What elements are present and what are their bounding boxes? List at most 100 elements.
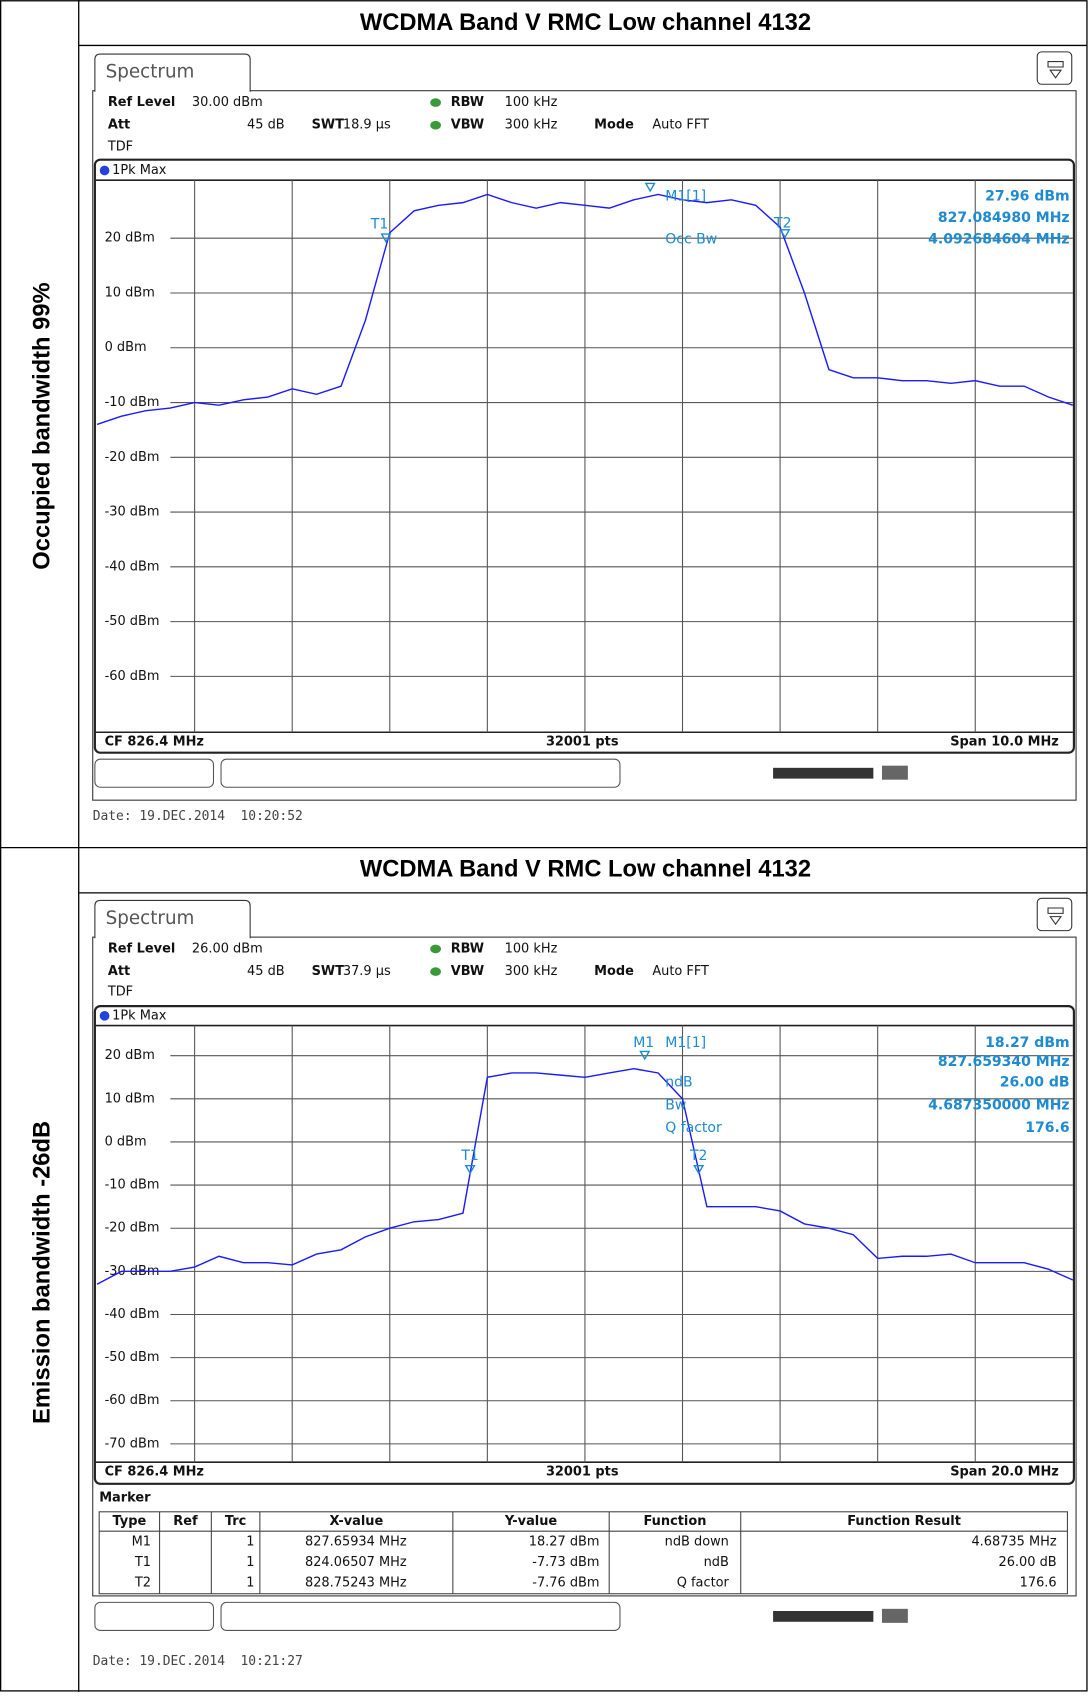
- table-frame: [98, 1511, 1068, 1595]
- vbw: 300 kHz: [505, 964, 558, 979]
- trace: [96, 193, 1074, 426]
- marker-result: 27.96 dBm: [985, 188, 1069, 204]
- table-cell: 26.00 dB: [998, 1555, 1056, 1570]
- table-cell: Q factor: [677, 1575, 730, 1590]
- y-tick-label: 0 dBm: [105, 340, 147, 355]
- table-cell: ndB: [704, 1555, 729, 1570]
- y-tick-label: -60 dBm: [105, 669, 160, 684]
- vbw-label: VBW: [451, 118, 484, 133]
- ref-level: 30.00 dBm: [192, 95, 263, 110]
- table-cell: 827.65934 MHz: [305, 1534, 407, 1549]
- marker-result: 4.687350000 MHz: [928, 1097, 1069, 1113]
- att-label: Att: [108, 118, 130, 133]
- status-dot: [430, 944, 441, 954]
- table-header: Ref: [173, 1514, 198, 1529]
- menu-icon: [1036, 51, 1073, 85]
- tab-label: Spectrum: [106, 61, 195, 82]
- menu-icon-glyph: [1047, 61, 1064, 79]
- swt: 37.9 µs: [343, 964, 391, 979]
- y-tick-label: 10 dBm: [105, 285, 155, 300]
- status-dot: [430, 120, 441, 130]
- table-cell: T1: [134, 1555, 151, 1570]
- table-header: Trc: [225, 1514, 246, 1529]
- rbw: 100 kHz: [505, 95, 558, 110]
- trace-label: 1Pk Max: [112, 163, 167, 178]
- y-tick-label: -70 dBm: [105, 1436, 160, 1451]
- row-label: Occupied bandwidth 99%: [29, 282, 55, 569]
- tab-label: Spectrum: [106, 908, 195, 929]
- menu-icon: [1036, 897, 1073, 932]
- table-cell: 176.6: [1020, 1575, 1057, 1590]
- table-cell: T2: [134, 1575, 151, 1590]
- status-dot: [430, 967, 441, 976]
- marker-label: Bw: [665, 1097, 686, 1113]
- table-header: Function Result: [847, 1514, 961, 1529]
- date: Date: 19.DEC.2014 10:21:27: [93, 1654, 303, 1669]
- trace-label: 1Pk Max: [112, 1008, 167, 1023]
- table-cell: -7.73 dBm: [532, 1555, 599, 1570]
- marker-label: M1: [633, 1035, 654, 1051]
- status-dot: [430, 98, 441, 107]
- marker-result: 26.00 dB: [1000, 1075, 1070, 1091]
- table-cell: 4.68735 MHz: [971, 1534, 1056, 1549]
- y-tick-label: -40 dBm: [105, 559, 160, 574]
- trace-dot: [99, 1010, 110, 1021]
- y-tick-label: 0 dBm: [105, 1134, 147, 1149]
- tdf: TDF: [107, 139, 133, 154]
- points: 32001 pts: [546, 734, 619, 749]
- mode-label: Mode: [594, 964, 634, 979]
- table-cell: ndB down: [665, 1534, 729, 1549]
- y-tick-label: -20 dBm: [105, 450, 160, 465]
- y-tick-label: -10 dBm: [105, 1178, 160, 1193]
- table-cell: -7.76 dBm: [532, 1575, 599, 1590]
- status-indicator: [881, 1608, 908, 1623]
- marker-label: ndB: [665, 1075, 692, 1091]
- table-cell: 824.06507 MHz: [305, 1555, 407, 1570]
- status-box: [94, 758, 215, 788]
- status-box: [220, 1601, 621, 1631]
- marker-result: 18.27 dBm: [985, 1035, 1069, 1051]
- table-header: X-value: [329, 1514, 383, 1529]
- y-tick-label: -20 dBm: [105, 1221, 160, 1236]
- y-tick-label: -10 dBm: [105, 395, 160, 410]
- status-indicator: [773, 767, 874, 779]
- swt-label: SWT: [312, 964, 345, 979]
- panel-title: WCDMA Band V RMC Low channel 4132: [360, 857, 811, 883]
- tdf: TDF: [107, 985, 133, 1000]
- att-label: Att: [108, 964, 130, 979]
- y-tick-label: -60 dBm: [105, 1393, 160, 1408]
- date: Date: 19.DEC.2014 10:20:52: [93, 809, 303, 824]
- y-tick-label: -50 dBm: [105, 1350, 160, 1365]
- panel-title: WCDMA Band V RMC Low channel 4132: [360, 10, 811, 36]
- table-cell: 1: [246, 1575, 254, 1590]
- marker-result: 827.659340 MHz: [938, 1054, 1070, 1070]
- table-cell: 1: [246, 1555, 254, 1570]
- table-cell: 828.75243 MHz: [305, 1575, 407, 1590]
- y-tick-label: 10 dBm: [105, 1091, 155, 1106]
- trace: [96, 1067, 1074, 1285]
- mode: Auto FFT: [652, 118, 709, 133]
- marker-label: M1[1]: [665, 188, 706, 204]
- ref-level-label: Ref Level: [108, 95, 175, 110]
- status-indicator: [881, 765, 908, 780]
- mode-label: Mode: [594, 118, 634, 133]
- table-header: Y-value: [504, 1514, 558, 1529]
- swt: 18.9 µs: [343, 118, 391, 133]
- att: 45 dB: [247, 964, 285, 979]
- marker-result: 4.092684604 MHz: [928, 232, 1069, 248]
- mode: Auto FFT: [652, 964, 709, 979]
- marker-triangle: [693, 1164, 705, 1175]
- marker-label: M1[1]: [665, 1035, 706, 1051]
- marker-label: T1: [460, 1148, 478, 1164]
- rbw-label: RBW: [451, 941, 484, 956]
- marker-label: T1: [370, 216, 388, 232]
- menu-icon-glyph: [1047, 907, 1064, 926]
- table-cell: M1: [132, 1534, 151, 1549]
- marker-result: 176.6: [1025, 1120, 1069, 1136]
- status-box: [94, 1601, 215, 1631]
- y-tick-label: -30 dBm: [105, 505, 160, 520]
- trace-dot: [99, 165, 110, 176]
- marker-triangle: [380, 233, 392, 244]
